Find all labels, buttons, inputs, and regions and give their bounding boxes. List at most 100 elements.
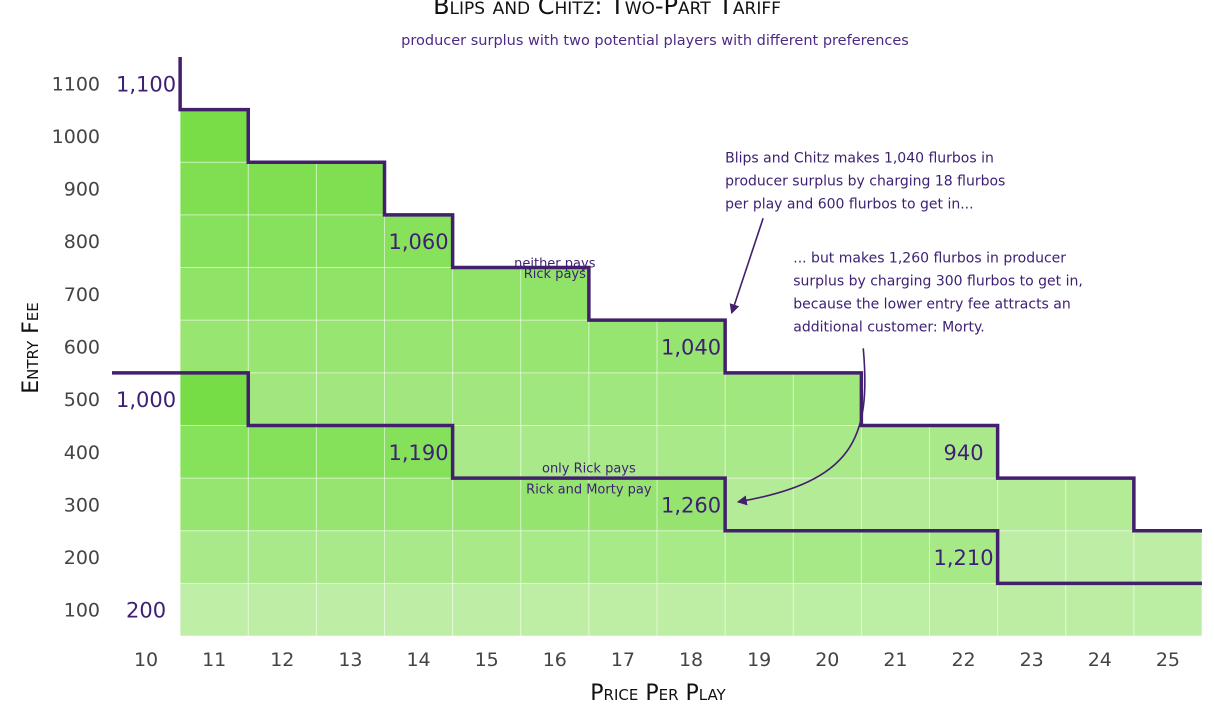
heatmap-cell: [112, 425, 181, 479]
x-tick-label: 15: [475, 649, 499, 671]
heatmap-cell: [112, 478, 181, 531]
heatmap-cell: [384, 267, 453, 321]
heatmap-cell: [520, 530, 589, 584]
x-tick-label: 14: [406, 649, 430, 671]
y-tick-label: 600: [64, 337, 100, 359]
heatmap-cell: [793, 425, 862, 479]
heatmap-cell: [248, 583, 317, 636]
heatmap-cell: [248, 530, 317, 584]
chart-subtitle: producer surplus with two potential play…: [401, 33, 909, 49]
x-tick-label: 11: [202, 649, 226, 671]
x-tick-label: 19: [747, 649, 771, 671]
y-tick-label: 1000: [52, 126, 100, 148]
heatmap-cell: [997, 267, 1066, 321]
heatmap-cell: [520, 267, 589, 321]
cell-value-label: 1,000: [116, 388, 176, 412]
heatmap-cell: [1133, 425, 1202, 479]
heatmap-cell: [452, 372, 521, 426]
heatmap-cell: [452, 109, 521, 163]
heatmap-cell: [1065, 109, 1134, 163]
x-axis-title: Price Per Play: [590, 681, 726, 706]
heatmap-cell: [861, 372, 930, 426]
heatmap-cell: [180, 425, 249, 479]
heatmap-cell: [384, 530, 453, 584]
heatmap-cell: [316, 425, 385, 479]
heatmap-cell: [520, 162, 589, 215]
heatmap-cell: [588, 214, 657, 268]
heatmap-cell: [1065, 267, 1134, 321]
heatmap-cell: [861, 267, 930, 321]
y-tick-label: 100: [64, 600, 100, 622]
heatmap-cell: [180, 372, 249, 426]
heatmap-cell: [112, 214, 181, 268]
heatmap-cell: [248, 267, 317, 321]
heatmap-cell: [929, 583, 998, 636]
heatmap-cell: [248, 57, 317, 110]
x-tick-label: 21: [883, 649, 907, 671]
heatmap-cell: [588, 109, 657, 163]
heatmap-cell: [1065, 320, 1134, 373]
heatmap-cell: [793, 267, 862, 321]
heatmap-cell: [861, 214, 930, 268]
heatmap-cell: [1133, 214, 1202, 268]
heatmap-cell: [112, 583, 181, 636]
annotation-text: additional customer: Morty.: [793, 319, 984, 335]
heatmap-cell: [520, 425, 589, 479]
cell-value-label: 1,210: [934, 546, 994, 570]
heatmap-cell: [248, 320, 317, 373]
heatmap-cell: [725, 425, 794, 479]
x-tick-label: 25: [1156, 649, 1180, 671]
heatmap-cell: [657, 57, 726, 110]
heatmap-cell: [452, 267, 521, 321]
heatmap-cell: [1133, 162, 1202, 215]
heatmap-cell: [793, 530, 862, 584]
heatmap-cell: [520, 372, 589, 426]
heatmap-cell: [1065, 372, 1134, 426]
cell-value-label: 1,060: [389, 230, 449, 254]
heatmap-cell: [316, 530, 385, 584]
y-tick-label: 200: [64, 547, 100, 569]
cell-value-label: 1,260: [661, 493, 721, 517]
heatmap-cell: [452, 478, 521, 531]
heatmap-cell: [725, 57, 794, 110]
heatmap-cell: [316, 583, 385, 636]
heatmap-cell: [520, 109, 589, 163]
cell-value-label: 1,100: [116, 72, 176, 96]
heatmap-cell: [588, 583, 657, 636]
heatmap-cell: [725, 162, 794, 215]
heatmap-cell: [1065, 425, 1134, 479]
heatmap-cell: [997, 425, 1066, 479]
region-label: only Rick pays: [542, 462, 636, 477]
heatmap-cell: [725, 583, 794, 636]
heatmap-cell: [588, 267, 657, 321]
x-tick-label: 23: [1020, 649, 1044, 671]
heatmap-cell: [929, 57, 998, 110]
heatmap-cell: [588, 57, 657, 110]
heatmap-cell: [248, 109, 317, 163]
heatmap-cell: [793, 583, 862, 636]
y-tick-label: 400: [64, 442, 100, 464]
y-tick-label: 500: [64, 389, 100, 411]
annotations: Blips and Chitz makes 1,040 flurbos in pr…: [725, 150, 1083, 506]
x-tick-label: 17: [611, 649, 635, 671]
heatmap-cell: [861, 530, 930, 584]
heatmap-cell: [384, 214, 453, 268]
heatmap-cell: [180, 267, 249, 321]
x-tick-label: 16: [543, 649, 567, 671]
heatmap-cell: [657, 372, 726, 426]
x-tick-label: 24: [1088, 649, 1112, 671]
heatmap-cell: [520, 583, 589, 636]
y-tick-label: 700: [64, 284, 100, 306]
heatmap-cell: [180, 109, 249, 163]
x-tick-label: 20: [815, 649, 839, 671]
x-tick-label: 10: [134, 649, 158, 671]
heatmap-cell: [657, 162, 726, 215]
heatmap-cell: [1133, 478, 1202, 531]
heatmap-cell: [657, 478, 726, 531]
heatmap-cell: [997, 583, 1066, 636]
heatmap-cell: [861, 425, 930, 479]
heatmap-cell: [657, 425, 726, 479]
boundaries: [112, 57, 1202, 586]
heatmap-cell: [1133, 320, 1202, 373]
heatmap-cell: [316, 57, 385, 110]
